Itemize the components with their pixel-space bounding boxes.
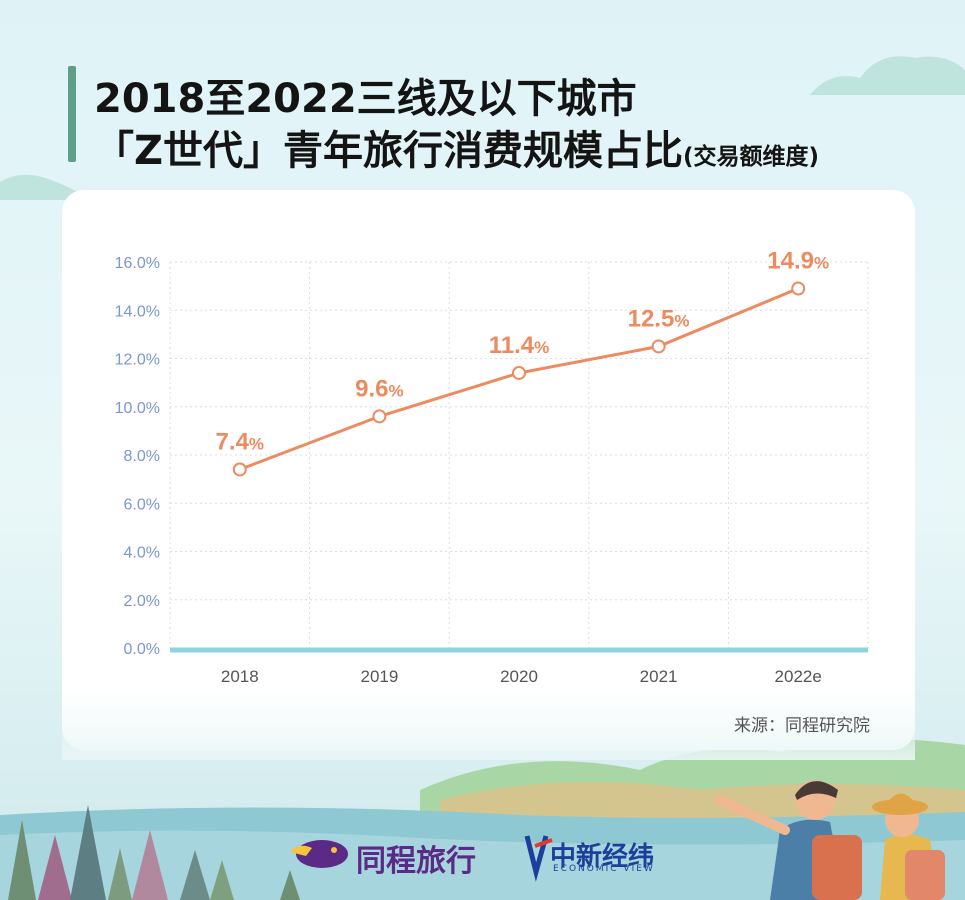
zhongxin-logo-icon — [524, 835, 549, 882]
tree-icon — [280, 870, 300, 900]
y-tick-label: 4.0% — [124, 545, 160, 562]
chart-title-note: (交易额维度) — [683, 144, 820, 170]
water-light — [0, 830, 965, 900]
tree-icon — [8, 820, 36, 900]
y-tick-label: 6.0% — [124, 496, 160, 513]
card-fade — [62, 690, 915, 760]
chart-title-line1: 2018至2022三线及以下城市 — [94, 76, 637, 122]
data-label: 14.9% — [767, 248, 829, 275]
y-tick-label: 2.0% — [124, 593, 160, 610]
x-tick-label: 2018 — [221, 667, 259, 686]
data-label: 9.6% — [355, 375, 404, 402]
y-tick-label: 12.0% — [115, 352, 160, 369]
y-tick-label: 0.0% — [124, 641, 160, 658]
x-tick-label: 2022e — [775, 667, 822, 686]
data-point — [791, 281, 806, 296]
data-label: 12.5% — [628, 305, 690, 332]
zhongxin-brand: 中新经纬 — [550, 842, 655, 872]
tree-icon — [70, 805, 106, 900]
title-accent-bar — [68, 66, 76, 162]
data-label: 7.4% — [216, 428, 264, 455]
chart-card — [62, 190, 915, 750]
cloud-left — [0, 174, 90, 200]
chart-title-line2: 「Z世代」青年旅行消费规模占比(交易额维度) — [94, 118, 819, 176]
x-tick-label: 2021 — [640, 667, 678, 686]
data-point — [651, 339, 666, 354]
y-tick-label: 14.0% — [115, 303, 160, 320]
tree-icon — [132, 830, 168, 900]
tree-icon — [210, 860, 234, 900]
x-tick-label: 2019 — [360, 667, 398, 686]
source-note: 来源：同程研究院 — [734, 716, 870, 736]
chart-title-main: 「Z世代」青年旅行消费规模占比 — [94, 128, 684, 174]
travelers-illustration — [715, 780, 945, 900]
y-tick-label: 10.0% — [115, 400, 160, 417]
data-point — [232, 462, 247, 477]
y-tick-label: 16.0% — [115, 255, 160, 272]
cloud-top-right — [810, 56, 965, 95]
tree-icon — [180, 850, 210, 900]
tree-icon — [38, 835, 72, 900]
y-tick-label: 8.0% — [124, 448, 160, 465]
zhongxin-brand-sub: ECONOMIC VIEW — [553, 864, 655, 874]
data-point — [372, 409, 387, 424]
data-label: 11.4% — [489, 332, 550, 359]
data-point — [512, 365, 526, 380]
tree-icon — [108, 848, 132, 900]
tongcheng-brand: 同程旅行 — [356, 844, 476, 879]
x-tick-label: 2020 — [500, 667, 538, 686]
